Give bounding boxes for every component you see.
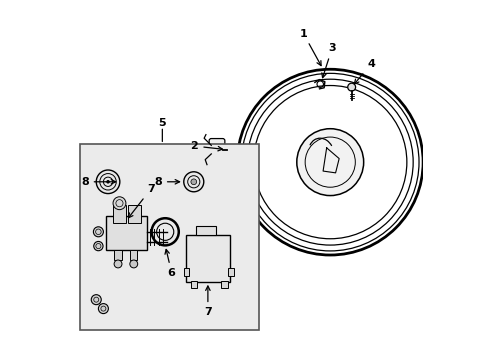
Circle shape [98,303,108,314]
Text: 7: 7 [128,184,155,218]
FancyBboxPatch shape [106,216,147,249]
Text: 5: 5 [158,118,166,128]
Text: 1: 1 [299,28,321,66]
Bar [128,205,141,223]
Bar [114,249,122,260]
Bar [196,226,216,235]
Text: 6: 6 [164,249,175,278]
FancyBboxPatch shape [185,235,230,282]
Bar [228,267,233,276]
Circle shape [96,170,120,194]
Text: 4: 4 [354,59,374,84]
Circle shape [93,227,103,237]
Bar [113,205,125,223]
FancyBboxPatch shape [209,139,224,161]
Bar [80,144,258,330]
Text: 7: 7 [203,286,211,317]
Circle shape [106,180,110,184]
Text: 8: 8 [81,177,116,187]
Circle shape [114,260,122,268]
Text: 3: 3 [321,44,335,78]
Bar [183,267,189,276]
Circle shape [94,242,103,251]
Bar [130,249,137,260]
Circle shape [113,197,125,210]
Circle shape [183,172,203,192]
Bar [221,281,227,288]
Circle shape [296,129,363,195]
Circle shape [347,83,355,91]
Circle shape [190,179,196,185]
Text: 8: 8 [154,177,179,187]
Circle shape [91,295,101,305]
Text: 2: 2 [190,141,222,151]
Bar [190,281,197,288]
Circle shape [130,260,138,268]
